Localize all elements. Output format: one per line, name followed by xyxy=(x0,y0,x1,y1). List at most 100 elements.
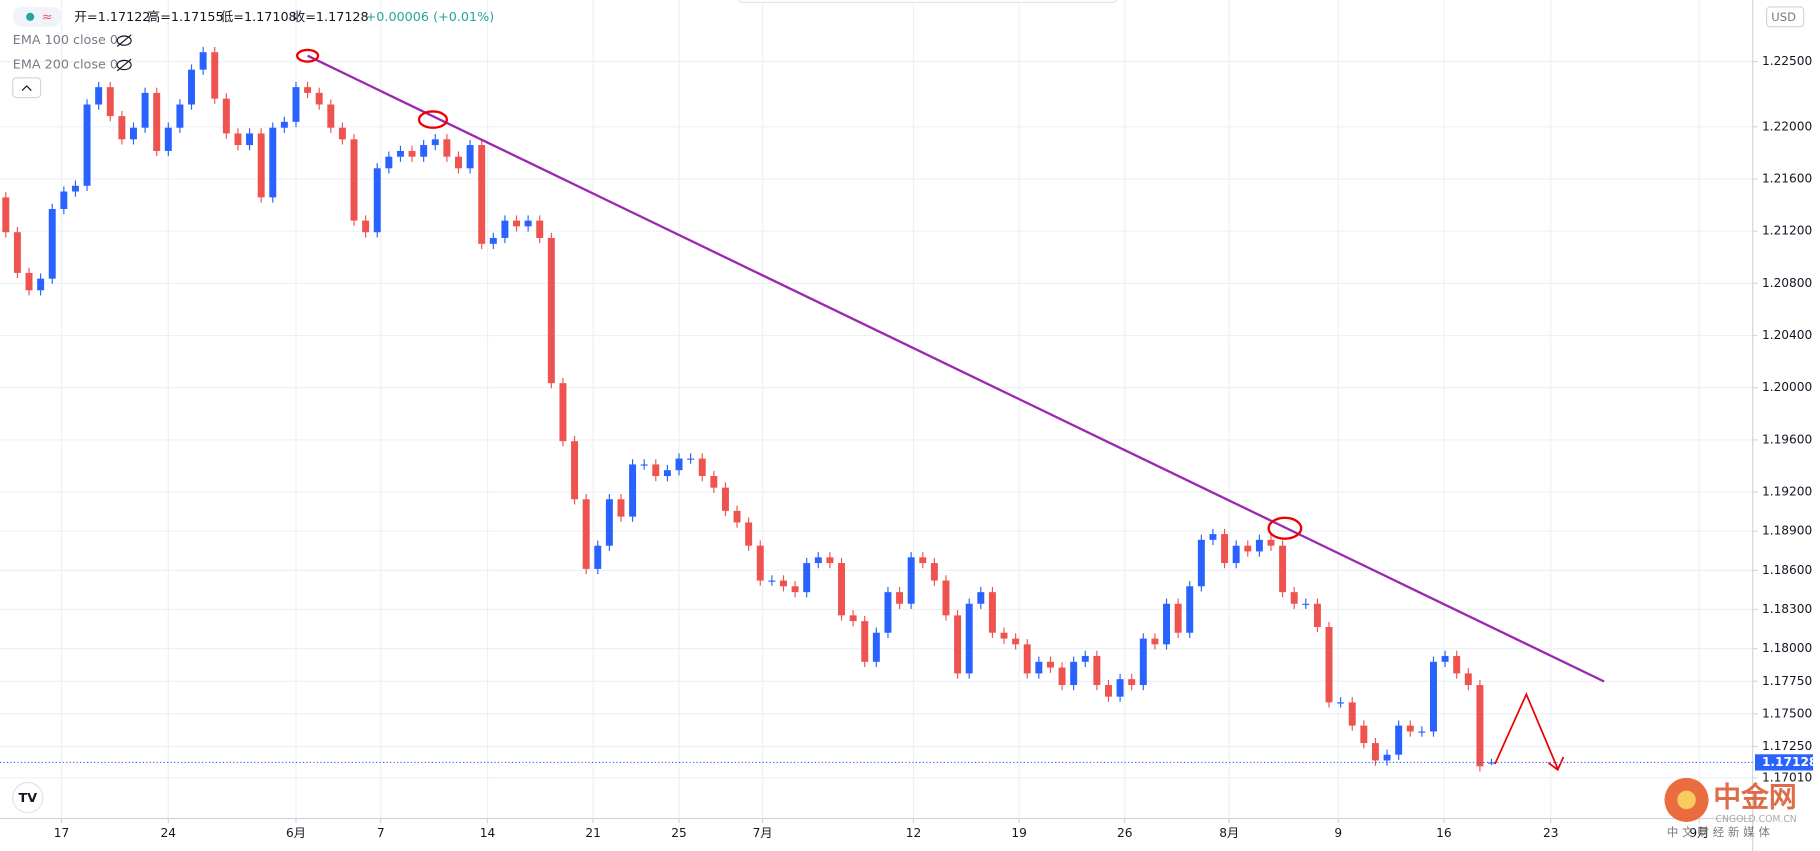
candle-body xyxy=(1290,592,1298,604)
candle-body xyxy=(814,557,822,564)
candle-body xyxy=(1139,638,1147,686)
candle-body xyxy=(25,272,33,291)
candle-body xyxy=(83,104,91,186)
x-tick-label: 16 xyxy=(1436,826,1451,840)
candle-body xyxy=(164,127,172,151)
candle-body xyxy=(396,150,404,157)
candle-body xyxy=(1441,655,1449,662)
indicator-label[interactable]: EMA 100 close 0 xyxy=(13,33,118,48)
collapse-button[interactable] xyxy=(12,77,42,99)
candle-body xyxy=(234,133,242,146)
candle-body xyxy=(721,487,729,511)
candle-body xyxy=(988,592,996,633)
candle-body xyxy=(698,458,706,477)
candle-body xyxy=(582,499,590,569)
candle-body xyxy=(1023,644,1031,674)
candle-body xyxy=(826,557,834,564)
toggle-pill[interactable] xyxy=(12,6,62,27)
arrow-head xyxy=(1547,756,1565,772)
candle-body xyxy=(1012,638,1020,645)
candle-body xyxy=(1151,638,1159,645)
candle-body xyxy=(1186,586,1194,633)
candle-body xyxy=(1000,632,1008,639)
candle-body xyxy=(1058,667,1066,686)
candle-body xyxy=(130,127,137,140)
hide-icon[interactable] xyxy=(116,34,132,72)
watermark: 中金网 CNGOLD.COM.CN 中 文 财 经 新 媒 体 xyxy=(1664,777,1797,839)
ohlc-text: 开=1.17122 xyxy=(74,10,150,25)
y-tick-label: 1.18900 xyxy=(1762,524,1812,538)
candle-body xyxy=(1348,702,1356,726)
candle-body xyxy=(605,499,613,546)
last-price-label: 1.17128 xyxy=(1762,755,1817,769)
indicator-label[interactable]: EMA 200 close 0 xyxy=(13,58,118,73)
y-tick-label: 1.22000 xyxy=(1762,119,1812,133)
y-tick-label: 1.18600 xyxy=(1762,563,1812,577)
x-tick-label: 21 xyxy=(585,826,600,840)
candle-body xyxy=(559,383,567,442)
y-tick-label: 1.17010 xyxy=(1762,770,1812,784)
candle-body xyxy=(1267,539,1275,546)
candle-body xyxy=(1279,545,1287,593)
x-tick-label: 7 xyxy=(377,826,385,840)
candle-body xyxy=(919,557,927,564)
y-tick-label: 1.17250 xyxy=(1762,739,1812,753)
candle-body xyxy=(756,545,764,581)
candle-body xyxy=(524,220,532,227)
candle-body xyxy=(652,464,660,477)
candle-body xyxy=(327,104,335,128)
x-tick-label: 9月 xyxy=(1689,826,1709,840)
y-tick-label: 1.20000 xyxy=(1762,380,1812,394)
candle-body xyxy=(1418,731,1426,733)
candle-body xyxy=(942,580,950,616)
candle-body xyxy=(1244,545,1252,552)
candle-body xyxy=(1232,545,1240,564)
candle-body xyxy=(872,632,880,662)
change-text: +0.00006 (+0.01%) xyxy=(366,10,495,25)
candle-body xyxy=(95,87,103,105)
x-tick-label: 17 xyxy=(54,826,69,840)
y-tick-label: 1.18000 xyxy=(1762,641,1812,655)
candle-body xyxy=(1070,661,1078,686)
candle-body xyxy=(896,592,904,604)
currency-button[interactable] xyxy=(1766,6,1805,28)
y-tick-label: 1.22500 xyxy=(1762,54,1812,68)
candle-body xyxy=(408,150,416,157)
candle-body xyxy=(536,220,544,238)
candle-body xyxy=(466,145,474,169)
candle-body xyxy=(385,156,393,169)
watermark-logo xyxy=(1677,790,1696,810)
candle-body xyxy=(594,545,602,569)
y-tick-label: 1.17750 xyxy=(1762,674,1812,688)
highlight-ellipse xyxy=(295,48,320,63)
y-tick-label: 1.18300 xyxy=(1762,602,1812,616)
candle-body xyxy=(1476,685,1484,767)
candle-body xyxy=(246,133,254,146)
legend: ≈ 开=1.17122 高=1.17155 低=1.17108 收=1.1712… xyxy=(12,6,495,99)
candle-body xyxy=(1430,661,1437,732)
y-tick-label: 1.21200 xyxy=(1762,224,1812,238)
candle-body xyxy=(1313,603,1321,627)
candle-body xyxy=(489,237,497,244)
candle-body xyxy=(768,580,776,582)
x-tick-label: 26 xyxy=(1117,826,1132,840)
candle-body xyxy=(350,139,358,221)
logo-text: TV xyxy=(19,791,38,806)
candle-body xyxy=(675,458,683,471)
candle-body xyxy=(292,87,300,122)
candle-body xyxy=(780,580,787,587)
candle-body xyxy=(849,615,857,622)
last-price-box xyxy=(1755,754,1814,771)
x-tick-label: 9 xyxy=(1334,826,1342,840)
forecast-arrow xyxy=(1494,692,1559,769)
candle-body xyxy=(501,220,509,238)
candle-body xyxy=(280,121,288,128)
candle-body xyxy=(420,145,428,157)
candle-body xyxy=(640,464,648,466)
candle-body xyxy=(629,464,637,517)
tv-logo: TV xyxy=(12,781,44,814)
x-tick-label: 7月 xyxy=(753,826,773,840)
candle-body xyxy=(977,592,985,604)
candle-body xyxy=(118,116,126,140)
